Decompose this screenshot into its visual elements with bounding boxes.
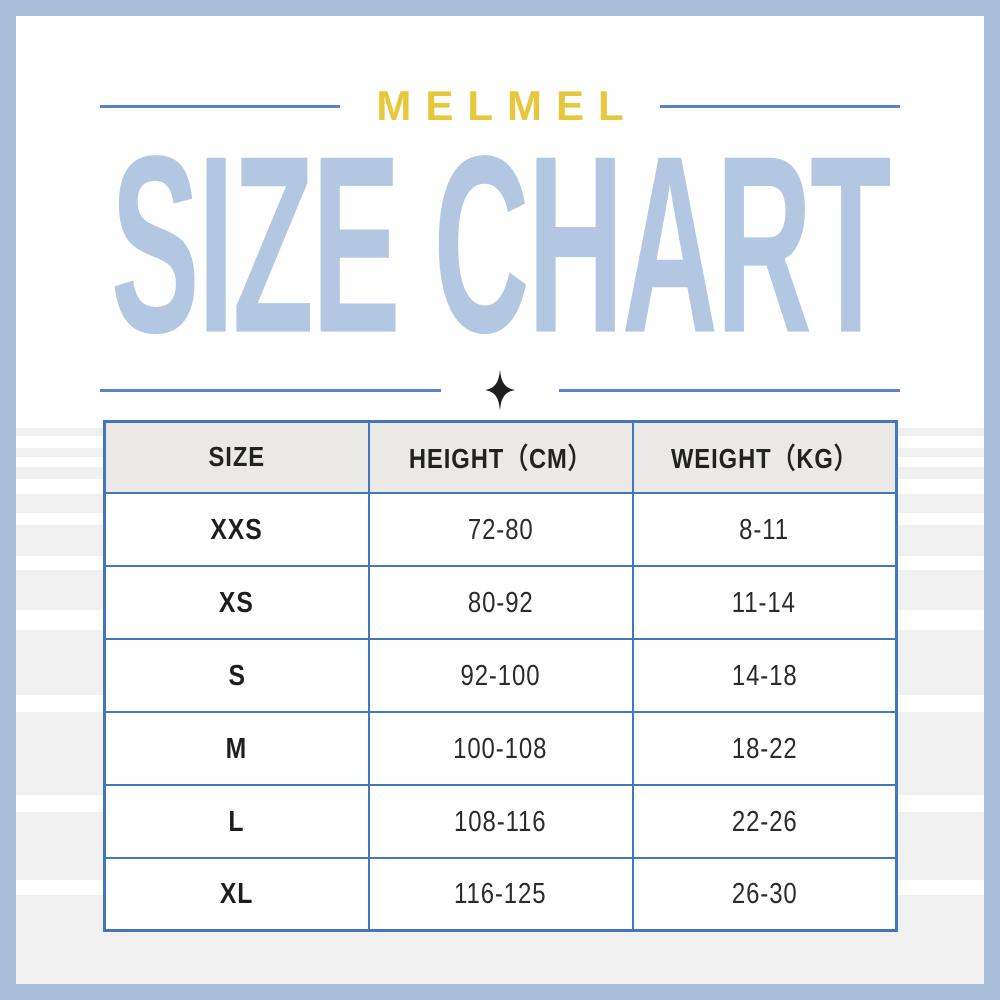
height-value: 100-108 <box>453 730 548 764</box>
size-table-wrap: SIZE HEIGHT（CM） WEIGHT（KG） XXS 72-80 8-1… <box>103 420 898 932</box>
weight-value: 22-26 <box>731 803 798 837</box>
weight-cell: 8-11 <box>631 491 898 567</box>
header-label-weight: WEIGHT（KG） <box>670 443 859 476</box>
divider-line-right <box>559 388 900 392</box>
size-cell: M <box>103 710 370 786</box>
page-title: SIZE CHART <box>110 103 892 386</box>
size-value: M <box>225 730 248 764</box>
table-row: M 100-108 18-22 <box>103 710 898 786</box>
weight-value: 18-22 <box>731 730 798 764</box>
size-value: XS <box>219 584 255 618</box>
weight-cell: 22-26 <box>631 783 898 859</box>
size-cell: XXS <box>103 491 370 567</box>
height-cell: 116-125 <box>367 856 634 932</box>
table-row: S 92-100 14-18 <box>103 637 898 713</box>
header-cell-weight: WEIGHT（KG） <box>631 420 898 494</box>
size-value: XL <box>220 876 254 910</box>
title-row: SIZE CHART <box>16 118 984 371</box>
height-value: 92-100 <box>460 657 541 691</box>
brand-name: MELMEL <box>376 82 638 129</box>
weight-value: 14-18 <box>731 657 798 691</box>
poster-inner-panel: MELMEL SIZE CHART SIZE HEIGHT（CM） WEIGHT… <box>16 16 984 984</box>
weight-value: 26-30 <box>731 876 798 910</box>
height-cell: 92-100 <box>367 637 634 713</box>
height-value: 72-80 <box>467 511 534 545</box>
height-value: 108-116 <box>454 803 547 837</box>
size-table: SIZE HEIGHT（CM） WEIGHT（KG） XXS 72-80 8-1… <box>103 420 898 932</box>
height-cell: 108-116 <box>367 783 634 859</box>
header-cell-height: HEIGHT（CM） <box>367 420 634 494</box>
size-cell: L <box>103 783 370 859</box>
weight-cell: 26-30 <box>631 856 898 932</box>
brand-divider-line-right <box>659 104 900 108</box>
height-cell: 80-92 <box>367 564 634 640</box>
weight-value: 11-14 <box>732 584 797 618</box>
table-header-row: SIZE HEIGHT（CM） WEIGHT（KG） <box>103 420 898 494</box>
size-value: XXS <box>210 511 263 545</box>
size-value: S <box>228 657 246 691</box>
section-divider <box>100 364 900 416</box>
header-label-height: HEIGHT（CM） <box>408 443 593 476</box>
height-cell: 72-80 <box>367 491 634 567</box>
brand-row: MELMEL <box>100 80 900 132</box>
header-cell-size: SIZE <box>103 420 370 494</box>
weight-cell: 11-14 <box>631 564 898 640</box>
weight-value: 8-11 <box>739 511 790 545</box>
size-value: L <box>228 803 245 837</box>
weight-cell: 14-18 <box>631 637 898 713</box>
size-cell: XL <box>103 856 370 932</box>
divider-line-left <box>100 388 441 392</box>
brand-divider-line-left <box>100 104 341 108</box>
size-cell: XS <box>103 564 370 640</box>
size-cell: S <box>103 637 370 713</box>
height-value: 80-92 <box>467 584 534 618</box>
sparkle-icon <box>484 369 516 411</box>
table-row: L 108-116 22-26 <box>103 783 898 859</box>
table-row: XXS 72-80 8-11 <box>103 491 898 567</box>
header-label-size: SIZE <box>208 441 266 473</box>
height-value: 116-125 <box>454 876 547 910</box>
weight-cell: 18-22 <box>631 710 898 786</box>
height-cell: 100-108 <box>367 710 634 786</box>
table-row: XS 80-92 11-14 <box>103 564 898 640</box>
table-row: XL 116-125 26-30 <box>103 856 898 932</box>
